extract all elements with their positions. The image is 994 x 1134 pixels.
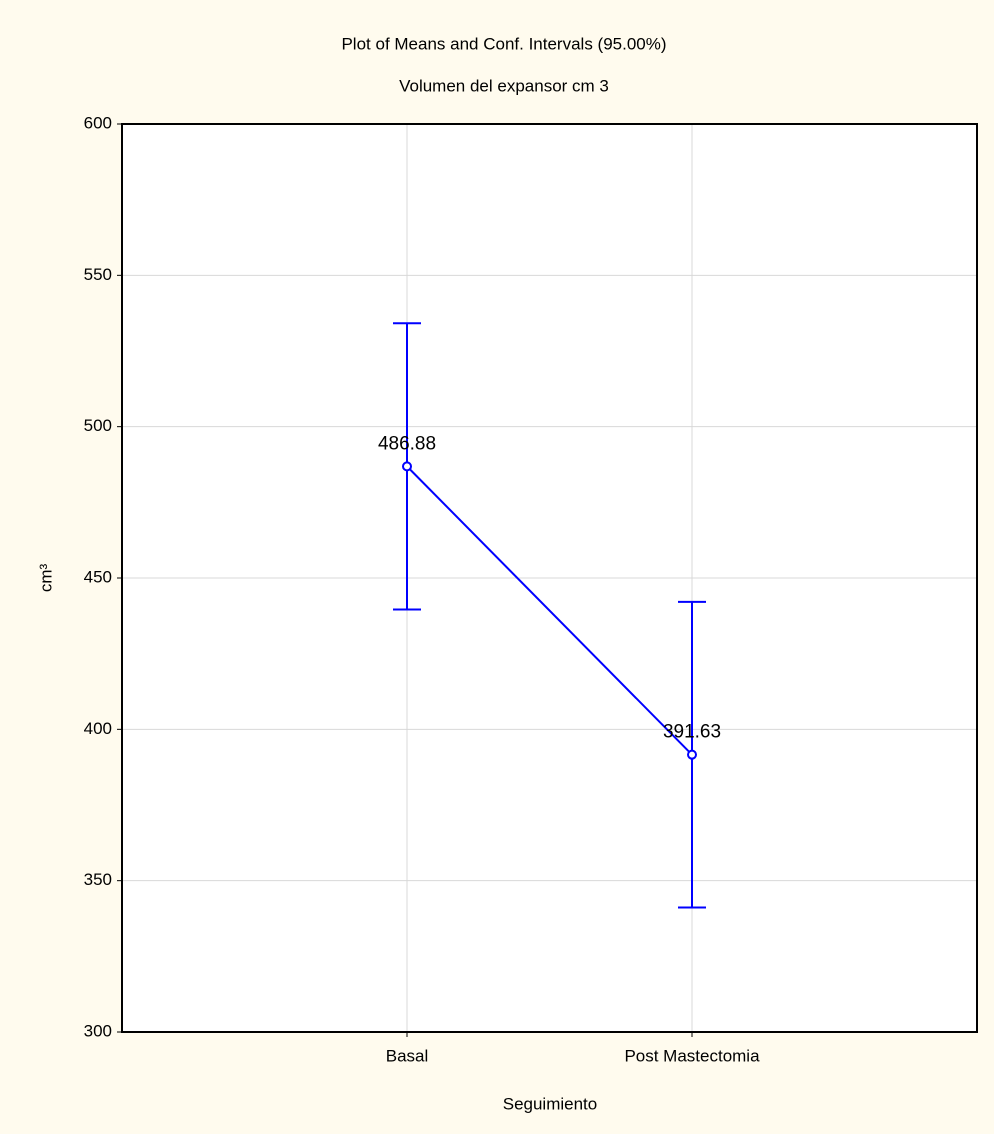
x-tick-label: Post Mastectomia [624,1046,760,1065]
x-axis-label: Seguimiento [503,1094,598,1113]
chart-subtitle: Volumen del expansor cm 3 [399,76,609,95]
chart-title: Plot of Means and Conf. Intervals (95.00… [341,34,666,53]
y-tick-label: 350 [84,870,112,889]
mean-line [406,465,693,756]
value-label: 391.63 [663,722,721,743]
y-tick-label: 400 [84,719,112,738]
y-tick-label: 300 [84,1021,112,1040]
value-label: 486.88 [378,433,436,454]
plot-frame [121,123,978,1033]
y-tick-label: 550 [84,265,112,284]
mean-marker [687,749,697,760]
y-tick-label: 500 [84,416,112,435]
y-axis-label: cm³ [36,564,55,593]
mean-marker [402,461,412,472]
y-tick-label: 450 [84,567,112,586]
y-tick-label: 600 [84,113,112,132]
x-tick-label: Basal [386,1046,429,1065]
